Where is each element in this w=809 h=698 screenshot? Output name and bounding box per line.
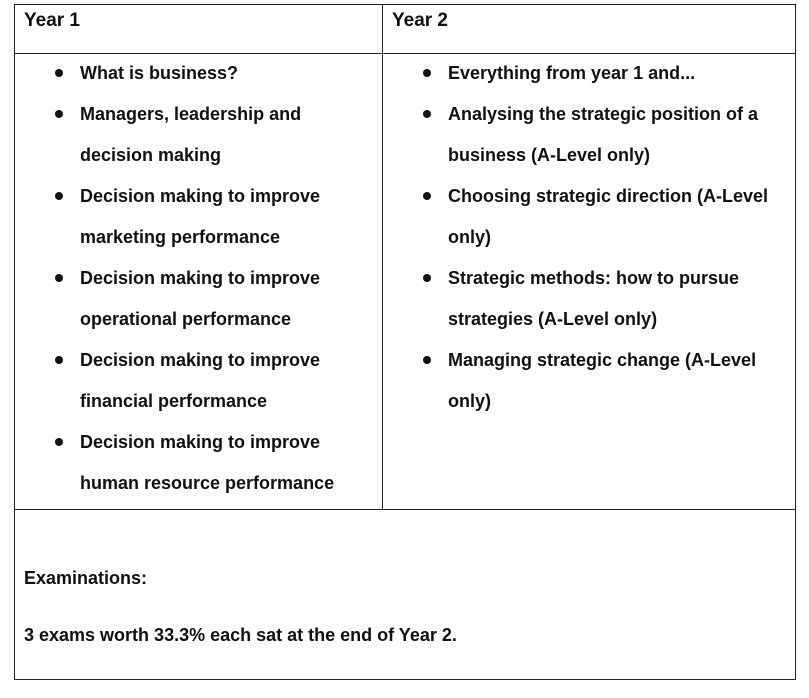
list-item: Everything from year 1 and...: [422, 53, 792, 94]
list-item-line: Everything from year 1 and...: [448, 63, 696, 83]
list-item-line: business (A-Level only): [448, 145, 651, 165]
bullet-icon: [54, 94, 64, 135]
list-item-line: Choosing strategic direction (A-Level: [448, 186, 769, 206]
column-divider: [382, 4, 383, 509]
list-item-line: human resource performance: [80, 473, 335, 493]
bullet-icon: [54, 176, 64, 217]
list-item-line: Decision making to improve: [80, 432, 321, 452]
bullet-icon: [422, 53, 432, 94]
list-item-line: only): [448, 391, 491, 411]
year-1-header: Year 1: [24, 10, 80, 31]
bullet-icon: [54, 53, 64, 94]
list-item: Choosing strategic direction (A-Level onl…: [422, 176, 792, 258]
bullet-icon: [422, 340, 432, 381]
bullet-icon: [54, 422, 64, 463]
year-2-topic-list: Everything from year 1 and... Analysing t…: [422, 53, 792, 422]
list-item-line: strategies (A-Level only): [448, 309, 658, 329]
header-divider: [14, 53, 796, 54]
list-item-line: decision making: [80, 145, 222, 165]
list-item: Decision making to improve operational pe…: [54, 258, 374, 340]
bullet-icon: [54, 258, 64, 299]
list-item: Strategic methods: how to pursue strategi…: [422, 258, 792, 340]
examinations-text: 3 exams worth 33.3% each sat at the end …: [24, 625, 457, 645]
list-item: Managers, leadership and decision making: [54, 94, 374, 176]
bullet-icon: [422, 94, 432, 135]
list-item-line: Managing strategic change (A-Level: [448, 350, 757, 370]
list-item: Decision making to improve human resource…: [54, 422, 374, 504]
list-item: Analysing the strategic position of a bus…: [422, 94, 792, 176]
bullet-icon: [422, 258, 432, 299]
list-item-line: operational performance: [80, 309, 292, 329]
list-item: Managing strategic change (A-Level only): [422, 340, 792, 422]
list-item-line: only): [448, 227, 491, 247]
list-item: Decision making to improve marketing perf…: [54, 176, 374, 258]
list-item-line: What is business?: [80, 63, 239, 83]
list-item-line: financial performance: [80, 391, 268, 411]
list-item-line: Decision making to improve: [80, 350, 321, 370]
list-item-line: Analysing the strategic position of a: [448, 104, 759, 124]
bullet-icon: [422, 176, 432, 217]
list-item: What is business?: [54, 53, 374, 94]
year-2-header: Year 2: [392, 10, 448, 31]
year-1-topic-list: What is business? Managers, leadership an…: [54, 53, 374, 504]
examinations-label: Examinations:: [24, 568, 148, 588]
list-item-line: marketing performance: [80, 227, 281, 247]
list-item-line: Managers, leadership and: [80, 104, 302, 124]
content-table: [14, 4, 796, 680]
list-item: Decision making to improve financial perf…: [54, 340, 374, 422]
bullet-icon: [54, 340, 64, 381]
section-divider: [14, 509, 796, 510]
list-item-line: Decision making to improve: [80, 268, 321, 288]
list-item-line: Strategic methods: how to pursue: [448, 268, 740, 288]
list-item-line: Decision making to improve: [80, 186, 321, 206]
